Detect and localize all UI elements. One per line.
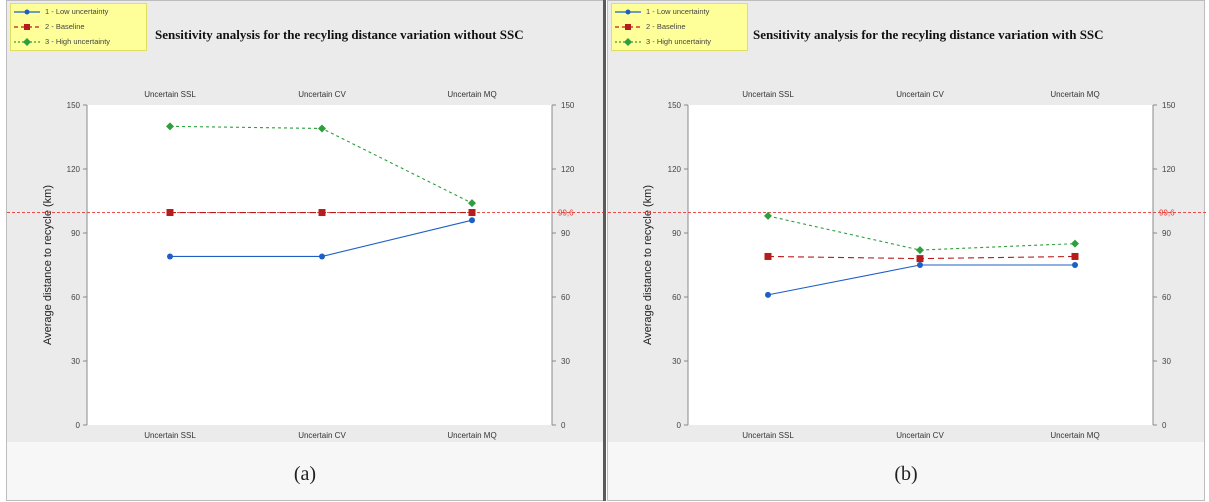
plot-area: [87, 105, 552, 425]
legend-swatch-high-icon: [14, 38, 40, 46]
panel-divider: [603, 0, 606, 501]
legend-entry-low: 1 - Low uncertainty: [11, 5, 146, 19]
data-point: [1071, 252, 1079, 260]
y-tick-label-left: 60: [71, 293, 80, 302]
y-axis-label: Average distance to recycle (km): [642, 185, 654, 345]
data-point: [764, 252, 772, 260]
legend-entry-baseline: 2 - Baseline: [11, 20, 146, 34]
legend: 1 - Low uncertainty 2 - Baseline 3 - Hig…: [611, 3, 748, 51]
chart-panel-b: 0 0 30 30 60 60 90 90 120 120 150 150 Average distan…: [607, 0, 1206, 501]
legend-entry-low: 1 - Low uncertainty: [612, 5, 747, 19]
x-tick-label-bottom: Uncertain MQ: [447, 431, 496, 440]
y-tick-label-right: 0: [561, 421, 566, 430]
data-point: [765, 291, 771, 298]
legend-label-high: 3 - High uncertainty: [45, 37, 111, 46]
legend-label-baseline: 2 - Baseline: [45, 22, 85, 31]
chart-panel-a: 0 0 30 30 60 60 90 90 120 120 150 150 Average distan…: [6, 0, 605, 501]
data-point: [319, 253, 325, 260]
x-tick-label-top: Uncertain SSL: [742, 90, 794, 99]
y-tick-label-right: 0: [1162, 421, 1167, 430]
data-point: [468, 199, 476, 208]
legend-swatch-high-icon: [615, 38, 641, 46]
legend-label-high: 3 - High uncertainty: [646, 37, 712, 46]
legend-entry-high: 3 - High uncertainty: [11, 35, 146, 49]
x-tick-label-top: Uncertain MQ: [447, 90, 496, 99]
data-point: [764, 211, 772, 220]
reference-line-label: 99,6: [558, 209, 574, 218]
data-point: [917, 262, 923, 268]
data-point: [166, 209, 174, 217]
data-point: [167, 253, 173, 260]
legend-label-low: 1 - Low uncertainty: [646, 7, 710, 16]
caption-band: [608, 442, 1204, 500]
y-tick-label-left: 120: [668, 165, 682, 174]
legend-entry-baseline: 2 - Baseline: [612, 20, 747, 34]
data-point: [469, 217, 475, 224]
y-tick-label-right: 30: [1162, 357, 1171, 366]
data-point: [166, 122, 174, 131]
x-tick-label-bottom: Uncertain SSL: [144, 431, 196, 440]
legend-swatch-low-icon: [14, 9, 40, 15]
chart-svg-b: 0 0 30 30 60 60 90 90 120 120 150 150 Average distan…: [608, 90, 1206, 440]
legend-swatch-baseline-icon: [615, 24, 641, 30]
y-tick-label-right: 30: [561, 357, 570, 366]
x-tick-label-top: Uncertain MQ: [1050, 90, 1099, 99]
data-point: [318, 209, 326, 217]
x-tick-label-top: Uncertain SSL: [144, 90, 196, 99]
chart-title: Sensitivity analysis for the recyling di…: [155, 27, 524, 42]
x-tick-label-bottom: Uncertain CV: [896, 431, 944, 440]
y-tick-label-left: 30: [672, 357, 681, 366]
data-point: [916, 246, 924, 255]
y-tick-label-left: 150: [67, 101, 81, 110]
legend: 1 - Low uncertainty 2 - Baseline 3 - Hig…: [10, 3, 147, 51]
y-tick-label-right: 150: [561, 101, 575, 110]
caption-band: [7, 442, 603, 500]
x-tick-label-bottom: Uncertain MQ: [1050, 431, 1099, 440]
data-point: [1072, 262, 1078, 268]
x-tick-label-bottom: Uncertain CV: [298, 431, 346, 440]
y-tick-label-left: 150: [668, 101, 682, 110]
chart-title: Sensitivity analysis for the recyling di…: [753, 27, 1104, 42]
y-tick-label-right: 90: [1162, 229, 1171, 238]
y-tick-label-left: 60: [672, 293, 681, 302]
y-tick-label-right: 150: [1162, 101, 1176, 110]
y-axis-label: Average distance to recycle (km): [42, 185, 54, 345]
legend-entry-high: 3 - High uncertainty: [612, 35, 747, 49]
chart-svg-a: 0 0 30 30 60 60 90 90 120 120 150 150 Average distan…: [7, 90, 605, 440]
y-tick-label-left: 120: [67, 165, 81, 174]
x-tick-label-bottom: Uncertain SSL: [742, 431, 794, 440]
y-tick-label-left: 90: [672, 229, 681, 238]
caption-label: (b): [894, 463, 918, 485]
data-point: [318, 124, 326, 133]
data-point: [1071, 239, 1079, 248]
y-tick-label-right: 120: [1162, 165, 1176, 174]
y-tick-label-right: 90: [561, 229, 570, 238]
data-point: [916, 255, 924, 263]
x-tick-label-top: Uncertain CV: [298, 90, 346, 99]
y-tick-label-right: 120: [561, 165, 575, 174]
y-tick-label-left: 0: [76, 421, 81, 430]
legend-label-baseline: 2 - Baseline: [646, 22, 686, 31]
reference-line-label: 99,6: [1159, 209, 1175, 218]
series-line: [767, 215, 1076, 251]
caption-label: (a): [293, 463, 317, 485]
legend-swatch-low-icon: [615, 9, 641, 15]
y-tick-label-left: 0: [677, 421, 682, 430]
data-point: [468, 209, 476, 217]
x-tick-label-top: Uncertain CV: [896, 90, 944, 99]
y-tick-label-right: 60: [561, 293, 570, 302]
y-tick-label-left: 90: [71, 229, 80, 238]
y-tick-label-left: 30: [71, 357, 80, 366]
y-tick-label-right: 60: [1162, 293, 1171, 302]
legend-swatch-baseline-icon: [14, 24, 40, 30]
legend-label-low: 1 - Low uncertainty: [45, 7, 109, 16]
